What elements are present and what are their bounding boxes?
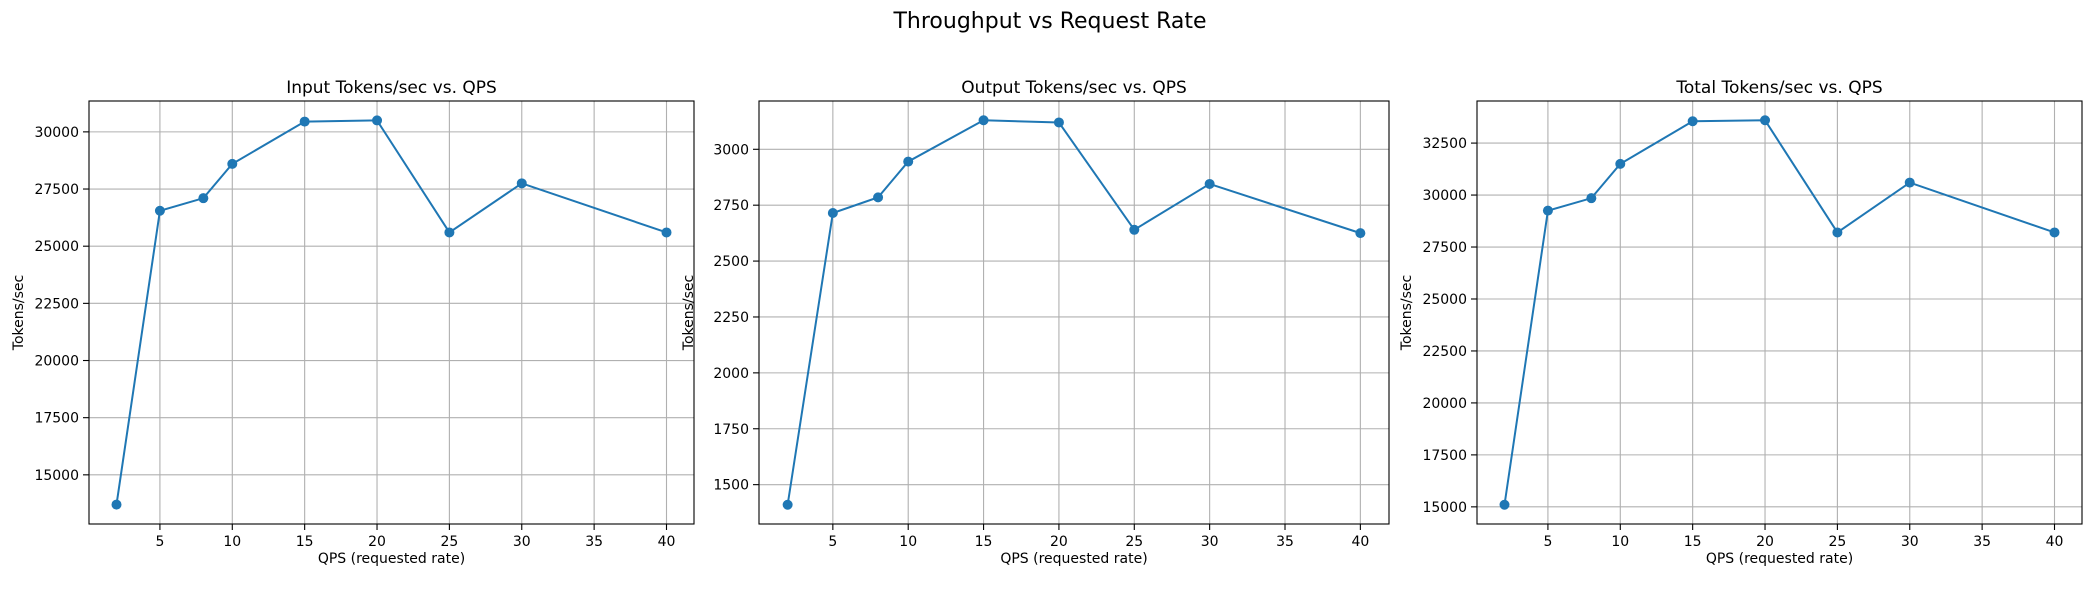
- data-point: [1542, 205, 1553, 216]
- x-tick-label: 15: [296, 534, 314, 550]
- data-point: [903, 156, 914, 167]
- figure-title: Throughput vs Request Rate: [892, 9, 1206, 34]
- x-tick-label: 5: [1543, 534, 1552, 550]
- subplot-3: 5 10 15 20 25 30 35 40 15000 17500 20000 22500 25000…: [1399, 78, 2083, 567]
- x-tick-label: 30: [513, 534, 531, 550]
- y-tick-label: 22500: [1422, 344, 1467, 360]
- data-point: [1586, 193, 1597, 204]
- x-tick-label: 5: [828, 534, 837, 550]
- y-tick-label: 22500: [34, 296, 79, 312]
- axes-frame: [758, 100, 1390, 525]
- y-tick-label: 25000: [34, 239, 79, 255]
- data-point: [1615, 158, 1626, 169]
- x-tick-label: 20: [1050, 534, 1068, 550]
- x-axis-label: QPS (requested rate): [1706, 551, 1853, 567]
- y-tick-label: 2000: [713, 366, 749, 382]
- subplot-1: 5 10 15 20 25 30 35 40 15000 17500 20000 22500 25000…: [11, 78, 695, 567]
- y-tick-label: 17500: [1422, 448, 1467, 464]
- data-point: [873, 192, 884, 203]
- y-tick-label: 1500: [713, 478, 749, 494]
- series-line: [115, 119, 667, 505]
- x-tick-label: 10: [1611, 534, 1629, 550]
- data-point: [444, 227, 455, 238]
- x-tick-label: 20: [1756, 534, 1774, 550]
- x-tick-label: 20: [368, 534, 386, 550]
- x-tick-label: 25: [1125, 534, 1143, 550]
- subplot-title: Total Tokens/sec vs. QPS: [1675, 78, 1882, 98]
- y-tick-label: 17500: [34, 411, 79, 427]
- axes-frame: [1476, 100, 2083, 525]
- y-tick-label: 20000: [1422, 396, 1467, 412]
- data-point: [1129, 224, 1140, 235]
- x-tick-label: 15: [1684, 534, 1702, 550]
- data-point: [1355, 228, 1366, 239]
- x-tick-label: 40: [1351, 534, 1369, 550]
- data-point: [1204, 178, 1215, 189]
- data-point: [198, 193, 209, 204]
- x-tick-label: 30: [1201, 534, 1219, 550]
- data-point: [1499, 499, 1510, 510]
- data-point: [111, 499, 122, 510]
- y-axis-label: Tokens/sec: [11, 275, 27, 351]
- y-tick-label: 27500: [34, 182, 79, 198]
- y-tick-label: 2250: [713, 310, 749, 326]
- data-point: [2049, 227, 2060, 238]
- data-point: [299, 116, 310, 127]
- x-tick-label: 10: [223, 534, 241, 550]
- x-tick-label: 35: [585, 534, 603, 550]
- axes-frame: [88, 100, 695, 525]
- data-point: [1053, 117, 1064, 128]
- x-tick-label: 40: [2046, 534, 2064, 550]
- y-axis-label: Tokens/sec: [1399, 275, 1415, 351]
- data-point: [978, 115, 989, 126]
- x-tick-label: 5: [155, 534, 164, 550]
- x-tick-label: 35: [1973, 534, 1991, 550]
- y-tick-label: 15000: [1422, 500, 1467, 516]
- y-tick-label: 2750: [713, 198, 749, 214]
- data-point: [516, 178, 527, 189]
- y-tick-label: 15000: [34, 468, 79, 484]
- series-line: [1503, 119, 2055, 505]
- x-tick-label: 25: [1828, 534, 1846, 550]
- y-tick-label: 30000: [34, 125, 79, 141]
- data-point: [227, 158, 238, 169]
- data-point: [154, 205, 165, 216]
- subplot-title: Input Tokens/sec vs. QPS: [286, 78, 497, 98]
- y-tick-label: 32500: [1422, 136, 1467, 152]
- x-tick-label: 35: [1276, 534, 1294, 550]
- data-point: [782, 499, 793, 510]
- y-axis-label: Tokens/sec: [681, 275, 697, 351]
- data-point: [372, 115, 383, 126]
- y-tick-label: 1750: [713, 422, 749, 438]
- x-axis-label: QPS (requested rate): [318, 551, 465, 567]
- x-tick-label: 25: [440, 534, 458, 550]
- y-tick-label: 27500: [1422, 240, 1467, 256]
- x-tick-label: 15: [975, 534, 993, 550]
- subplot-title: Output Tokens/sec vs. QPS: [961, 78, 1187, 98]
- y-tick-label: 2500: [713, 254, 749, 270]
- subplot-2: 5 10 15 20 25 30 35 40 1500 1750 2000 2250 2500 2750 3…: [681, 78, 1390, 567]
- subplots: 5 10 15 20 25 30 35 40 15000 17500 20000 22500 25000…: [11, 78, 2083, 567]
- x-axis-label: QPS (requested rate): [1000, 551, 1147, 567]
- y-tick-label: 20000: [34, 354, 79, 370]
- data-point: [1832, 227, 1843, 238]
- x-tick-label: 10: [899, 534, 917, 550]
- x-tick-label: 40: [658, 534, 676, 550]
- data-point: [1687, 116, 1698, 127]
- y-tick-label: 30000: [1422, 188, 1467, 204]
- y-tick-label: 25000: [1422, 292, 1467, 308]
- data-point: [1904, 177, 1915, 188]
- series-line: [786, 119, 1361, 505]
- y-tick-label: 3000: [713, 142, 749, 158]
- data-point: [661, 227, 672, 238]
- data-point: [827, 208, 838, 219]
- x-tick-label: 30: [1901, 534, 1919, 550]
- data-point: [1760, 115, 1771, 126]
